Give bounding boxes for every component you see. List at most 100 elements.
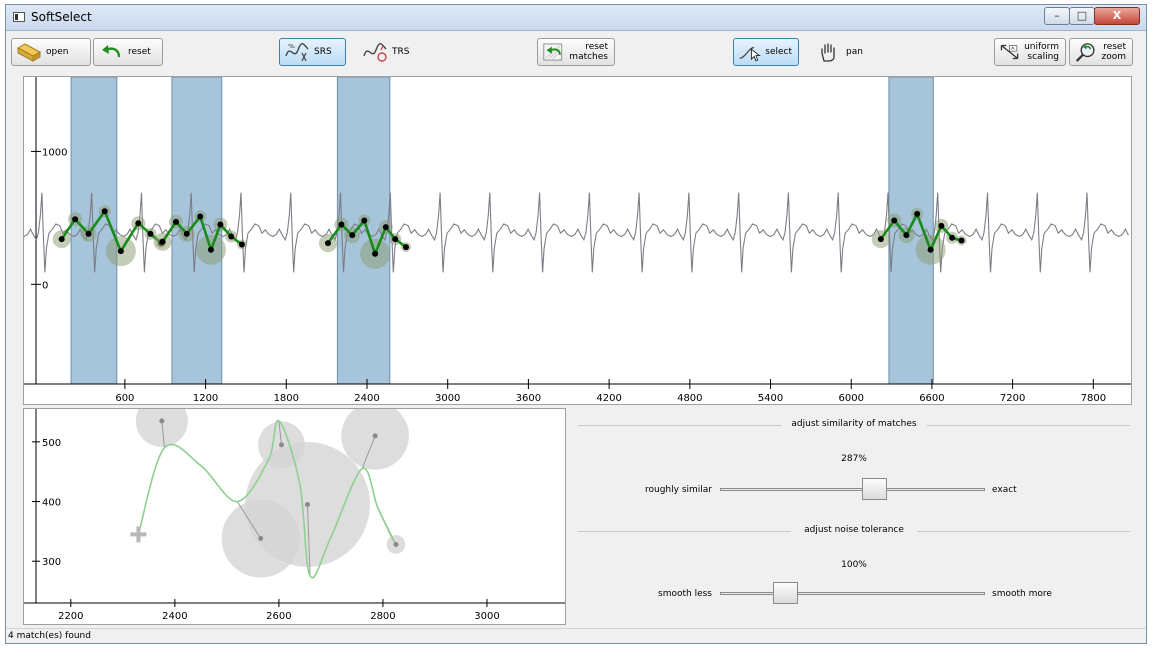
similarity-value: 287%: [841, 454, 867, 464]
pan-button[interactable]: pan: [811, 38, 871, 66]
reset-label: reset: [128, 47, 151, 57]
x-tick-label: 4800: [677, 393, 702, 404]
x-tick-label: 5400: [758, 393, 783, 404]
x-tick-label: 3000: [474, 611, 499, 622]
reset-matches-label: reset matches: [569, 42, 608, 62]
select-label: select: [765, 47, 792, 57]
control-handle: [307, 504, 311, 577]
match-point: [914, 210, 921, 217]
match-3: [318, 214, 412, 269]
control-point: [305, 502, 311, 508]
match-point: [938, 222, 945, 229]
uniform-scaling-button[interactable]: uniform scaling: [994, 38, 1066, 66]
match-point: [183, 230, 190, 237]
srs-button[interactable]: SRS: [279, 38, 346, 66]
hand-icon: [821, 43, 835, 62]
y-tick-label: 300: [42, 557, 61, 568]
tolerance-circle-1: [135, 394, 188, 447]
maximize-button[interactable]: □: [1069, 7, 1095, 25]
app-window: SoftSelect – □ X open reset: [5, 4, 1147, 644]
match-point: [85, 230, 92, 237]
similarity-curve: [137, 420, 395, 579]
srs-curve-icon: [285, 43, 309, 62]
reset-matches-label-line1: reset: [585, 42, 608, 52]
control-point: [278, 442, 284, 448]
match-point: [927, 246, 934, 253]
uniform-scaling-label-line1: uniform: [1024, 42, 1059, 52]
x-tick-label: 3000: [435, 393, 460, 404]
status-bar: 4 match(es) found: [6, 628, 1146, 643]
toolbar: open reset SRS TRS: [6, 32, 1146, 76]
similarity-slider-handle[interactable]: [861, 478, 887, 500]
match-point: [891, 217, 898, 224]
curve-detail-chart[interactable]: 300 400 500 2200 2400 2600 2800 3000: [24, 394, 565, 624]
reset-zoom-label-line1: reset: [1103, 42, 1126, 52]
noise-separator-right: [917, 531, 1130, 532]
match-point: [117, 248, 124, 255]
select-button[interactable]: select: [733, 38, 799, 66]
match-point: [361, 217, 368, 224]
noise-separator-left: [578, 531, 791, 532]
match-point: [349, 232, 356, 239]
match-point: [101, 208, 108, 215]
x-tick-label: 1800: [274, 393, 299, 404]
app-icon: [13, 12, 25, 22]
reset-button[interactable]: reset: [93, 38, 163, 66]
x-tick-label: 1200: [193, 393, 218, 404]
control-handle: [361, 435, 376, 469]
similarity-separator-left: [578, 425, 781, 426]
x-tick-label: 600: [115, 393, 134, 404]
reset-matches-label-line2: matches: [569, 52, 608, 62]
folder-icon: [16, 43, 42, 62]
match-point: [372, 250, 379, 257]
match-1: [52, 205, 167, 267]
srs-label: SRS: [314, 47, 332, 57]
uniform-scaling-icon: [1000, 44, 1019, 60]
x-tick-label: 2400: [354, 393, 379, 404]
start-marker-icon: [130, 526, 147, 543]
y-tick-label: 400: [42, 498, 61, 509]
match-point: [382, 224, 389, 231]
match-point: [207, 246, 214, 253]
match-point: [58, 236, 65, 243]
match-point: [903, 232, 910, 239]
controls-panel: adjust similarity of matches 287% roughl…: [578, 408, 1133, 625]
reset-matches-icon: [543, 43, 563, 61]
match-point: [72, 216, 79, 223]
trs-button[interactable]: TRS: [357, 38, 419, 66]
similarity-slider-track[interactable]: [720, 488, 985, 491]
title-bar[interactable]: SoftSelect – □ X: [6, 5, 1146, 31]
control-point: [159, 418, 165, 424]
window-title: SoftSelect: [31, 10, 92, 24]
x-tick-label: 7200: [1000, 393, 1025, 404]
close-button[interactable]: X: [1094, 7, 1140, 25]
similarity-left-label: roughly similar: [645, 485, 712, 495]
match-point: [159, 238, 166, 245]
y-tick-label: 0: [42, 280, 48, 291]
control-handle: [278, 420, 282, 445]
reset-zoom-button[interactable]: reset zoom: [1069, 38, 1133, 66]
x-tick-label: 2800: [370, 611, 395, 622]
noise-slider-track[interactable]: [720, 592, 985, 595]
match-2: [153, 210, 247, 265]
match-4: [871, 207, 967, 265]
open-button[interactable]: open: [11, 38, 91, 66]
similarity-separator-right: [927, 425, 1130, 426]
curve-detail-panel[interactable]: 300 400 500 2200 2400 2600 2800 3000: [23, 394, 566, 625]
x-tick-label: 2200: [58, 611, 83, 622]
minimize-button[interactable]: –: [1044, 7, 1070, 25]
trs-label: TRS: [392, 47, 410, 57]
signal-chart-panel[interactable]: 0 1000 600 1200 1800 2400 3000 3600 4200 4800 5400…: [23, 76, 1132, 405]
control-point: [258, 536, 264, 542]
match-point: [324, 240, 331, 247]
noise-title: adjust noise tolerance: [804, 525, 904, 535]
x-tick-label: 4200: [596, 393, 621, 404]
x-tick-label: 2600: [266, 611, 291, 622]
reset-matches-button[interactable]: reset matches: [537, 38, 615, 66]
match-point: [338, 221, 345, 228]
match-point: [228, 233, 235, 240]
noise-slider-handle[interactable]: [772, 582, 798, 604]
noise-right-label: smooth more: [992, 589, 1052, 599]
signal-chart[interactable]: 0 1000 600 1200 1800 2400 3000 3600 4200 4800 5400…: [23, 76, 1131, 404]
y-tick-label: 1000: [42, 147, 67, 158]
